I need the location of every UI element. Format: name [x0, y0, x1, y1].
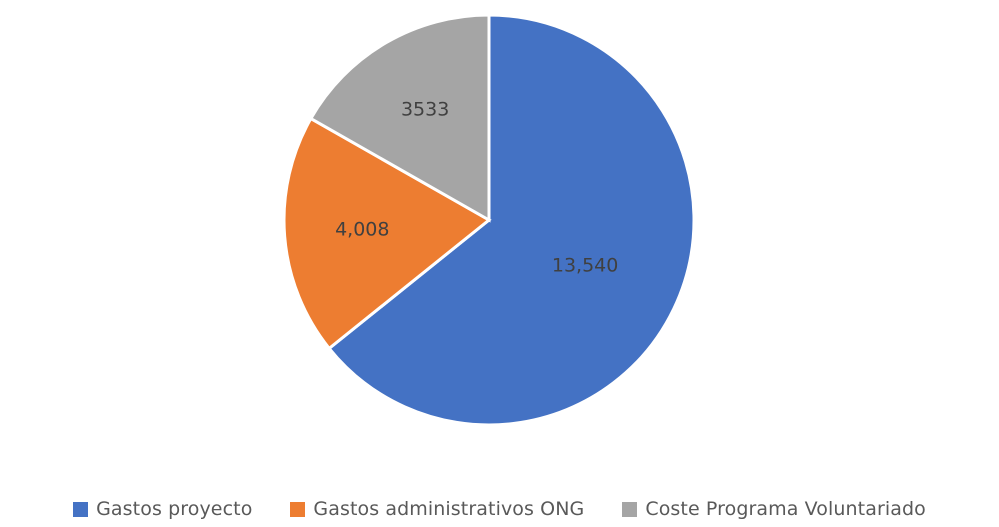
legend-item-gastos-proyecto[interactable]: Gastos proyecto — [73, 498, 252, 520]
data-label-coste-programa: 3533 — [401, 99, 449, 121]
pie-plot-area: 13,540 4,008 3533 — [282, 13, 696, 427]
legend-label: Gastos proyecto — [96, 498, 253, 520]
data-label-gastos-administrativos: 4,008 — [335, 219, 389, 241]
legend-swatch-gray — [622, 501, 638, 517]
slice-gastos-proyecto[interactable] — [327, 13, 696, 427]
legend-label: Coste Programa Voluntariado — [645, 498, 926, 520]
legend-item-gastos-administrativos[interactable]: Gastos administrativos ONG — [290, 498, 584, 520]
legend-item-coste-programa[interactable]: Coste Programa Voluntariado — [622, 498, 926, 520]
legend-swatch-blue — [73, 501, 89, 517]
pie-data-labels: 13,540 4,008 3533 — [335, 99, 618, 277]
data-label-gastos-proyecto: 13,540 — [552, 255, 618, 277]
legend-label: Gastos administrativos ONG — [313, 498, 585, 520]
legend: Gastos proyecto Gastos administrativos O… — [0, 491, 999, 527]
slice-gastos-administrativos[interactable] — [282, 116, 492, 351]
slice-coste-programa[interactable] — [308, 13, 491, 223]
pie-slices — [282, 13, 696, 427]
legend-swatch-orange — [290, 501, 306, 517]
